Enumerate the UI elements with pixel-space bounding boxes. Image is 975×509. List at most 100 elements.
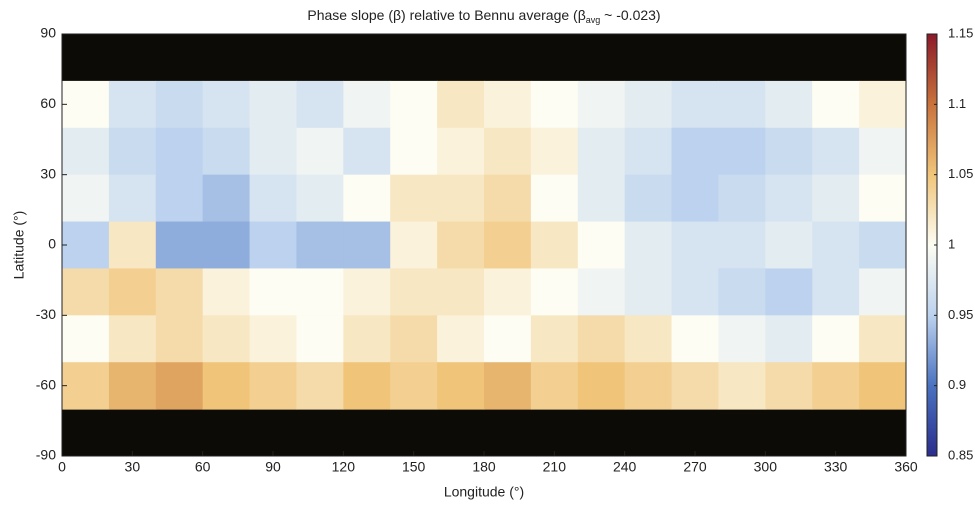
heat-cell <box>484 174 532 223</box>
chart-title: Phase slope (β) relative to Bennu averag… <box>307 7 660 26</box>
heat-cell <box>296 80 344 129</box>
heat-cell <box>859 315 907 363</box>
heat-cell <box>202 174 251 223</box>
heat-cell <box>812 315 860 363</box>
heat-cell <box>62 315 110 363</box>
heat-cell <box>624 315 673 363</box>
heat-cell <box>390 315 438 363</box>
heat-cell <box>718 362 766 410</box>
heat-cell <box>202 221 251 269</box>
heat-cell <box>812 127 860 176</box>
heat-cell <box>624 221 673 269</box>
heat-cell <box>671 174 719 223</box>
y-tick-label: -30 <box>36 306 56 322</box>
heat-cell <box>671 221 719 269</box>
heat-cell <box>859 80 907 129</box>
heat-cell <box>577 362 626 410</box>
heat-cell <box>530 80 579 129</box>
heat-cell <box>484 127 532 176</box>
heat-cell <box>624 174 673 223</box>
heat-cell <box>671 127 719 176</box>
heat-cell <box>296 174 344 223</box>
y-tick-label: 30 <box>40 165 56 181</box>
title-end: ~ -0.023) <box>600 7 660 23</box>
x-tick-label: 90 <box>265 459 281 475</box>
x-tick-label: 270 <box>683 459 707 475</box>
heat-cell <box>437 174 485 223</box>
heat-cell <box>62 221 110 269</box>
heat-cell <box>343 127 391 176</box>
x-tick-label: 150 <box>402 459 426 475</box>
x-tick-label: 30 <box>125 459 141 475</box>
heat-cell <box>390 362 438 410</box>
heat-cell <box>155 80 204 129</box>
heat-cell <box>577 174 626 223</box>
heat-cell <box>62 268 110 316</box>
heat-cell <box>484 362 532 410</box>
heat-cell <box>577 221 626 269</box>
heat-cell <box>859 268 907 316</box>
heat-cell <box>155 221 204 269</box>
heat-cell <box>155 315 204 363</box>
heat-cell <box>484 80 532 129</box>
heat-cell <box>530 127 579 176</box>
x-tick-label: 210 <box>543 459 567 475</box>
heat-cell <box>859 174 907 223</box>
heat-cell <box>671 315 719 363</box>
heat-cell <box>484 315 532 363</box>
heat-cell <box>484 268 532 316</box>
heat-cell <box>530 174 579 223</box>
heat-cell <box>859 221 907 269</box>
heat-cell <box>437 127 485 176</box>
heat-cell <box>390 174 438 223</box>
heat-cell <box>765 221 813 269</box>
colorbar-tick-label: 1.05 <box>948 166 973 181</box>
heat-cell <box>202 268 251 316</box>
heat-cell <box>343 268 391 316</box>
heat-cell <box>718 221 766 269</box>
heat-cell <box>671 268 719 316</box>
heat-cell <box>249 268 297 316</box>
heat-cell <box>765 127 813 176</box>
heat-cell <box>671 80 719 129</box>
heat-cell <box>108 221 157 269</box>
heat-cell <box>577 268 626 316</box>
heat-cell <box>859 362 907 410</box>
heat-cell <box>343 80 391 129</box>
heat-cell <box>296 315 344 363</box>
x-tick-label: 360 <box>894 459 918 475</box>
heat-cell <box>202 80 251 129</box>
heat-cell <box>530 268 579 316</box>
heat-cell <box>718 174 766 223</box>
heat-cell <box>108 268 157 316</box>
heat-cell <box>343 174 391 223</box>
heat-cell <box>249 362 297 410</box>
heat-cell <box>671 362 719 410</box>
heat-cell <box>624 127 673 176</box>
colorbar-tick-label: 0.9 <box>948 377 966 392</box>
heat-cell <box>390 127 438 176</box>
heat-cell <box>390 80 438 129</box>
colorbar-tick-label: 1 <box>948 236 955 251</box>
heat-cell <box>108 362 157 410</box>
heat-cell <box>812 174 860 223</box>
x-tick-label: 60 <box>195 459 211 475</box>
heat-cell <box>812 80 860 129</box>
heat-cell <box>108 80 157 129</box>
x-tick-label: 180 <box>472 459 496 475</box>
colorbar-tick-label: 0.85 <box>948 447 973 462</box>
heat-cell <box>343 315 391 363</box>
heat-cell <box>718 268 766 316</box>
heat-cell <box>249 80 297 129</box>
heat-cell <box>249 221 297 269</box>
x-axis-label: Longitude (°) <box>444 484 524 500</box>
y-tick-label: 90 <box>40 25 56 41</box>
y-tick-label: -90 <box>36 447 56 463</box>
x-tick-label: 0 <box>58 459 66 475</box>
colorbar-tick-label: 1.15 <box>948 25 973 40</box>
heat-cell <box>624 362 673 410</box>
heat-cell <box>718 80 766 129</box>
heat-cell <box>343 362 391 410</box>
heat-cell <box>624 80 673 129</box>
